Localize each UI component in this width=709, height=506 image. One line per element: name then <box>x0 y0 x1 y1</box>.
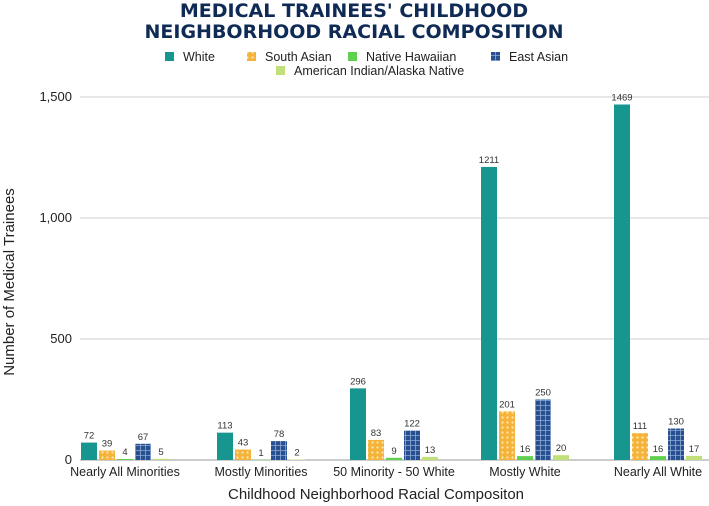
data-label-south-asian: 111 <box>633 421 647 432</box>
data-label-native-hawaiian: 4 <box>122 447 127 458</box>
chart-title-line-1: MEDICAL TRAINEES' CHILDHOOD <box>180 0 528 22</box>
data-label-white: 1211 <box>479 155 499 166</box>
legend-label-white: White <box>183 50 215 64</box>
data-label-native-hawaiian: 9 <box>391 446 396 457</box>
data-label-white: 113 <box>217 421 232 432</box>
bar-east-asian <box>271 441 287 460</box>
legend: White South Asian Native Hawaiian East Asia… <box>165 50 568 78</box>
data-label-south-asian: 39 <box>102 439 113 450</box>
bar-south-asian <box>99 450 115 460</box>
x-axis-categories: Nearly All Minorities Mostly Minorities 50… <box>70 465 702 479</box>
x-category-label: Mostly White <box>489 465 561 479</box>
legend-swatch-white <box>165 52 174 61</box>
data-label-south-asian: 43 <box>238 438 249 449</box>
y-tick-label: 1,500 <box>39 89 72 104</box>
bar-south-asian <box>499 411 515 460</box>
bar-american-indian-alaska-native <box>422 456 438 460</box>
bar-east-asian <box>404 430 420 460</box>
bar-south-asian <box>368 439 384 460</box>
chart-title-line-2: NEIGHBORHOOD RACIAL COMPOSITION <box>145 21 564 43</box>
data-label-white: 1469 <box>611 93 632 104</box>
bar-white <box>81 442 97 460</box>
y-tick-label: 500 <box>50 331 72 346</box>
bar-white <box>350 388 366 460</box>
bar-east-asian <box>135 443 151 460</box>
data-label-american-indian-alaska-native: 13 <box>425 445 436 456</box>
bar-native-hawaiian <box>117 459 133 460</box>
x-category-label: Mostly Minorities <box>214 465 307 479</box>
legend-label-american-indian-alaska-native: American Indian/Alaska Native <box>294 64 464 78</box>
data-label-east-asian: 67 <box>138 432 149 443</box>
data-label-american-indian-alaska-native: 5 <box>158 447 163 458</box>
data-label-native-hawaiian: 1 <box>258 448 263 459</box>
data-label-american-indian-alaska-native: 2 <box>294 448 299 459</box>
legend-label-east-asian: East Asian <box>509 50 568 64</box>
y-axis-label: Number of Medical Trainees <box>1 188 18 376</box>
legend-swatch-native-hawaiian <box>348 52 357 61</box>
legend-label-south-asian: South Asian <box>265 50 332 64</box>
data-label-south-asian: 83 <box>371 428 382 439</box>
legend-swatch-american-indian-alaska-native <box>276 66 285 75</box>
y-tick-label: 1,000 <box>39 210 72 225</box>
bar-american-indian-alaska-native <box>686 455 702 460</box>
data-label-white: 296 <box>350 376 366 387</box>
data-label-native-hawaiian: 16 <box>653 444 664 455</box>
data-labels: 72 39 4 67 5 113 43 1 78 2 296 83 9 122 13 1211 201 16 250… <box>84 93 700 459</box>
x-category-label: Nearly All White <box>614 465 702 479</box>
bar-east-asian <box>668 428 684 460</box>
bar-native-hawaiian <box>253 459 269 461</box>
bar-south-asian <box>632 433 648 460</box>
bar-native-hawaiian <box>517 456 533 460</box>
data-label-east-asian: 78 <box>274 429 285 440</box>
bar-american-indian-alaska-native <box>289 459 305 461</box>
y-tick-label: 0 <box>65 452 72 467</box>
y-axis-ticks: 0 500 1,000 1,500 <box>39 89 72 467</box>
data-label-east-asian: 122 <box>404 418 420 429</box>
bar-native-hawaiian <box>650 456 666 460</box>
bar-native-hawaiian <box>386 457 402 460</box>
data-label-south-asian: 201 <box>499 399 515 410</box>
legend-swatch-south-asian <box>247 52 256 61</box>
bar-east-asian <box>535 399 551 460</box>
data-label-native-hawaiian: 16 <box>520 444 531 455</box>
x-category-label: Nearly All Minorities <box>70 465 180 479</box>
data-label-white: 72 <box>84 431 95 442</box>
data-label-american-indian-alaska-native: 20 <box>556 443 567 454</box>
bar-american-indian-alaska-native <box>553 455 569 460</box>
bar-american-indian-alaska-native <box>153 458 169 460</box>
legend-swatch-east-asian <box>491 52 500 61</box>
bar-south-asian <box>235 449 251 460</box>
bar-white <box>481 166 497 461</box>
x-category-label: 50 Minority - 50 White <box>333 465 455 479</box>
legend-label-native-hawaiian: Native Hawaiian <box>366 50 456 64</box>
bar-white <box>217 432 233 460</box>
data-label-east-asian: 130 <box>668 417 684 428</box>
data-label-american-indian-alaska-native: 17 <box>689 444 700 455</box>
bars <box>81 104 702 461</box>
x-axis-label: Childhood Neighborhood Racial Compositon <box>228 486 524 503</box>
bar-white <box>614 104 630 460</box>
data-label-east-asian: 250 <box>535 388 551 399</box>
